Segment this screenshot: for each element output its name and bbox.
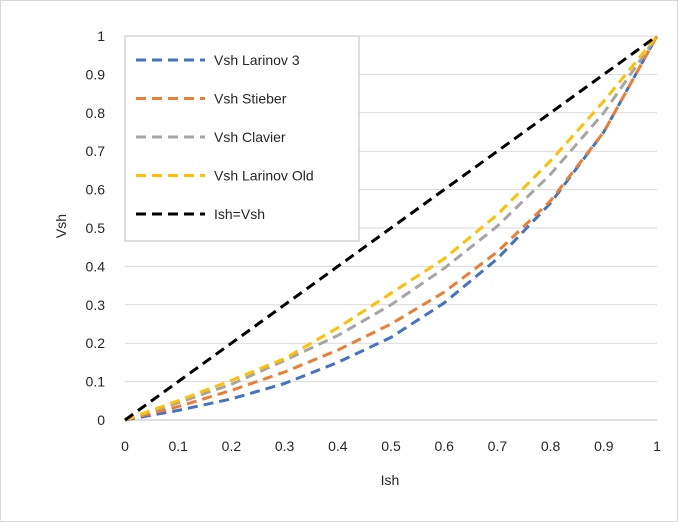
legend-label: Ish=Vsh: [214, 206, 265, 222]
series-line: [124, 35, 659, 422]
series-line: [124, 35, 659, 422]
x-tick-label: 0.9: [594, 438, 614, 454]
y-tick-label: 0.2: [86, 335, 106, 351]
x-tick-label: 0.7: [488, 438, 508, 454]
tick-labels: 0 0.1 0.2 0.3 0.4 0.5 0.6 0.7 0.8 0.9 1 0 0.1 0.2 0.3 0…: [86, 28, 662, 454]
x-tick-label: 0.4: [328, 438, 348, 454]
x-tick-label: 0.1: [168, 438, 188, 454]
y-tick-label: 1: [97, 28, 105, 44]
x-axis-title: Ish: [381, 472, 400, 488]
x-tick-label: 0.6: [434, 438, 454, 454]
x-tick-label: 0.2: [222, 438, 242, 454]
y-tick-label: 0.3: [86, 297, 106, 313]
legend-label: Vsh Clavier: [214, 129, 286, 145]
y-tick-label: 0.9: [86, 66, 106, 82]
y-tick-label: 0.7: [86, 143, 106, 159]
y-tick-label: 0.6: [86, 182, 106, 198]
legend-label: Vsh Larinov Old: [214, 168, 314, 184]
y-axis-title: Vsh: [53, 214, 69, 238]
y-tick-label: 0.1: [86, 374, 106, 390]
legend-box: [124, 35, 360, 242]
series-line: [124, 35, 659, 422]
x-tick-label: 0.3: [275, 438, 295, 454]
x-tick-label: 0.8: [541, 438, 561, 454]
y-tick-label: 0.8: [86, 105, 106, 121]
x-tick-label: 0: [121, 438, 129, 454]
x-tick-label: 1: [653, 438, 661, 454]
legend: Vsh Larinov 3 Vsh Stieber Vsh Clavier Vsh L…: [124, 35, 360, 242]
y-tick-label: 0: [97, 412, 105, 428]
y-tick-label: 0.5: [86, 220, 106, 236]
series-line: [124, 34, 658, 422]
y-tick-label: 0.4: [86, 258, 106, 274]
x-tick-label: 0.5: [381, 438, 401, 454]
legend-label: Vsh Larinov 3: [214, 52, 300, 68]
series-lines: [124, 34, 659, 422]
legend-label: Vsh Stieber: [214, 91, 287, 107]
